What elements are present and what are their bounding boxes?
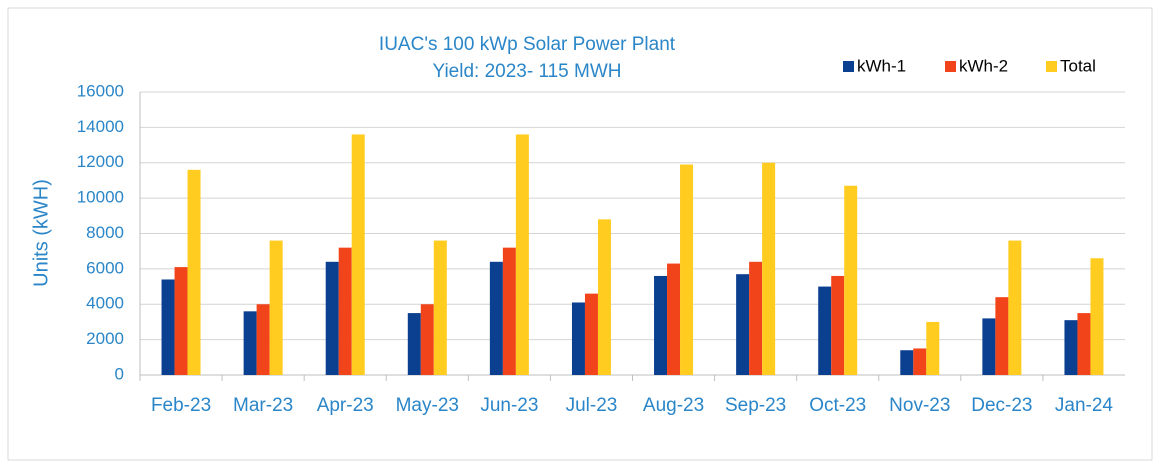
y-tick-label: 8000 <box>86 223 124 242</box>
x-tick-label: Nov-23 <box>889 395 950 416</box>
bar <box>489 261 503 375</box>
x-tick-label: May-23 <box>396 395 459 416</box>
legend-label: kWh-2 <box>959 56 1008 75</box>
bar <box>762 162 776 375</box>
bar <box>680 164 694 375</box>
x-tick-label: Oct-23 <box>809 395 866 416</box>
y-tick-label: 10000 <box>77 188 124 207</box>
bar <box>325 261 339 375</box>
bar <box>1008 240 1022 375</box>
bar <box>256 304 270 375</box>
bar <box>844 185 858 375</box>
bar <box>174 267 188 375</box>
legend-swatch <box>945 61 956 72</box>
bar <box>1090 258 1104 375</box>
bar <box>407 313 421 375</box>
bar <box>584 293 598 375</box>
y-tick-label: 4000 <box>86 294 124 313</box>
bar <box>1077 313 1091 375</box>
y-tick-label: 2000 <box>86 329 124 348</box>
y-tick-label: 6000 <box>86 258 124 277</box>
bar <box>243 311 257 375</box>
x-tick-label: Aug-23 <box>643 395 704 416</box>
bar <box>515 134 529 375</box>
bar <box>420 304 434 375</box>
chart-title: IUAC's 100 kWp Solar Power Plant <box>379 34 676 55</box>
bar <box>597 219 611 375</box>
bar <box>995 297 1009 375</box>
x-tick-label: Sep-23 <box>725 395 786 416</box>
bar <box>187 169 201 375</box>
y-tick-label: 16000 <box>77 81 124 100</box>
y-tick-label: 12000 <box>77 152 124 171</box>
x-tick-label: Jan-24 <box>1055 395 1114 416</box>
bar <box>338 247 352 375</box>
legend-swatch <box>1046 61 1057 72</box>
bar <box>926 321 940 375</box>
bar <box>1064 320 1078 375</box>
bar <box>749 261 763 375</box>
y-tick-label: 14000 <box>77 117 124 136</box>
legend-label: Total <box>1060 56 1096 75</box>
x-tick-label: Apr-23 <box>317 395 374 416</box>
x-tick-label: Mar-23 <box>233 395 293 416</box>
bar <box>982 318 996 375</box>
bar <box>667 263 681 375</box>
bar <box>161 279 175 375</box>
bar <box>913 348 927 375</box>
y-axis-label: Units (kWH) <box>30 179 52 287</box>
x-tick-label: Jul-23 <box>566 395 618 416</box>
bar <box>433 240 447 375</box>
y-tick-label: 0 <box>115 364 124 383</box>
bar <box>502 247 516 375</box>
bar <box>900 350 914 375</box>
legend-swatch <box>843 61 854 72</box>
chart-subtitle: Yield: 2023- 115 MWH <box>432 61 621 82</box>
bar <box>269 240 283 375</box>
bar <box>654 275 668 375</box>
bar <box>736 274 750 375</box>
x-tick-label: Dec-23 <box>971 395 1032 416</box>
bar <box>831 275 845 375</box>
legend-label: kWh-1 <box>857 56 906 75</box>
bar <box>351 134 365 375</box>
x-tick-label: Feb-23 <box>151 395 211 416</box>
bar <box>818 286 832 375</box>
bar <box>571 302 585 375</box>
x-tick-label: Jun-23 <box>480 395 538 416</box>
